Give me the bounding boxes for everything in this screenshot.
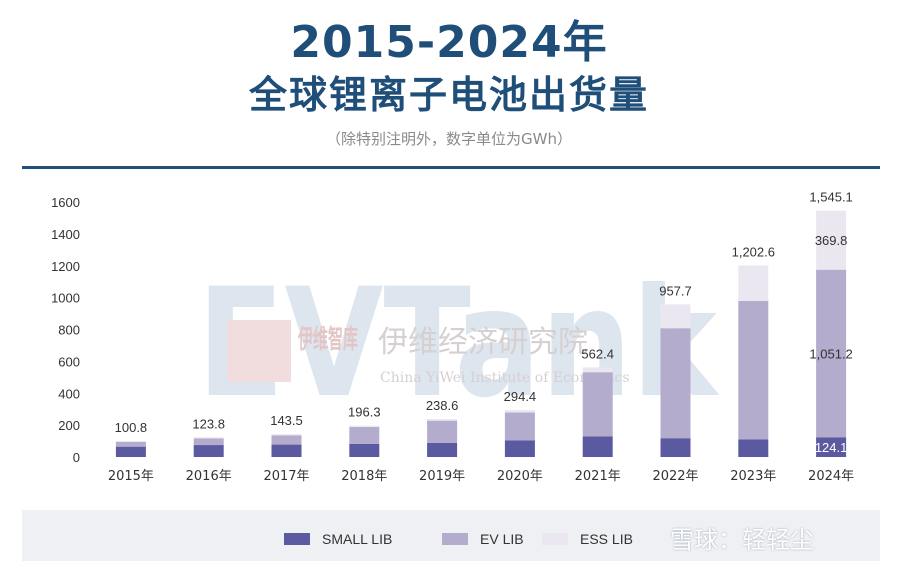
bar-segment-ev-lib xyxy=(193,438,224,446)
x-tick-label: 2015年 xyxy=(108,469,154,484)
legend-swatch-small-lib xyxy=(284,533,310,545)
x-tick-label: 2020年 xyxy=(497,469,543,484)
bars xyxy=(115,210,847,457)
bar-segment-ev-lib xyxy=(738,300,769,440)
bar-segment-small-lib xyxy=(582,436,613,457)
bar-segment-ess-lib xyxy=(660,304,691,329)
bar-segment-ess-lib xyxy=(738,265,769,301)
bar-segment-small-lib xyxy=(349,443,380,457)
bar-segment-ess-lib xyxy=(427,418,458,421)
watermark-institute-cn: 伊维经济研究院 xyxy=(378,325,588,360)
total-label: 1,202.6 xyxy=(732,244,775,259)
y-tick-label: 1400 xyxy=(51,227,80,242)
legend-label-ev-lib: EV LIB xyxy=(480,531,524,547)
total-label: 100.8 xyxy=(115,420,148,435)
bar-segment-ess-lib xyxy=(582,367,613,373)
watermark-logo-box xyxy=(227,320,291,382)
y-tick-label: 400 xyxy=(58,386,80,401)
legend-item-small-lib: SMALL LIB xyxy=(284,531,392,547)
bar-segment-ess-lib xyxy=(504,410,535,413)
bar-segment-small-lib xyxy=(193,445,224,457)
watermark-institute-en: China YiWei Institute of Economics xyxy=(380,370,630,386)
bar-segment-small-lib xyxy=(660,438,691,457)
bar-segment-small-lib xyxy=(816,437,847,457)
x-tick-label: 2017年 xyxy=(263,469,309,484)
total-label: 196.3 xyxy=(348,405,381,420)
legend-label-ess-lib: ESS LIB xyxy=(580,531,633,547)
bar-segment-ev-lib xyxy=(349,427,380,444)
segment-label-2024: 124.1 xyxy=(815,440,848,455)
data-labels: 100.8 123.8 143.5 196.3 238.6 294.4 562.4 957.7… xyxy=(115,190,853,455)
total-label: 123.8 xyxy=(192,416,225,431)
total-label: 562.4 xyxy=(581,346,614,361)
y-tick-label: 600 xyxy=(58,354,80,369)
bar-segment-small-lib xyxy=(427,442,458,457)
stacked-bar-chart: EVTank 伊维智库 伊维经济研究院 China YiWei Institut… xyxy=(51,190,854,484)
total-label: 143.5 xyxy=(270,413,303,428)
chart-subtitle: （除特别注明外，数字单位为GWh） xyxy=(326,130,572,148)
x-tick-label: 2019年 xyxy=(419,469,465,484)
bar-segment-small-lib xyxy=(115,446,146,457)
x-tick-label: 2024年 xyxy=(808,469,854,484)
bar-segment-ess-lib xyxy=(271,434,302,436)
x-tick-label: 2022年 xyxy=(652,469,698,484)
total-label: 1,545.1 xyxy=(809,190,852,205)
x-axis: 2015年 2016年 2017年 2018年 2019年 2020年 2021年 2022年… xyxy=(108,469,854,484)
total-label: 957.7 xyxy=(659,283,692,298)
bar-segment-small-lib xyxy=(271,444,302,457)
bar-segment-ess-lib xyxy=(349,425,380,428)
legend-item-ev-lib: EV LIB xyxy=(442,531,524,547)
y-tick-label: 1000 xyxy=(51,291,80,306)
bar-segment-ess-lib xyxy=(816,210,847,270)
chart-title-line2: 全球锂离子电池出货量 xyxy=(248,73,649,117)
legend: SMALL LIB EV LIB ESS LIB 雪球：轻轻尘 xyxy=(22,510,880,561)
bar-segment-ess-lib xyxy=(115,440,146,442)
y-tick-label: 800 xyxy=(58,323,80,338)
bar-segment-ev-lib xyxy=(115,441,146,447)
legend-label-small-lib: SMALL LIB xyxy=(322,531,393,547)
watermark-brand: EVTank xyxy=(197,257,720,431)
bar-segment-small-lib xyxy=(504,440,535,457)
watermark: EVTank 伊维智库 伊维经济研究院 China YiWei Institut… xyxy=(197,257,720,431)
title-divider xyxy=(22,166,880,169)
y-tick-label: 1200 xyxy=(51,259,80,274)
segment-label-2024: 369.8 xyxy=(815,233,848,248)
y-axis: 0 200 400 600 800 1000 1200 1400 1600 xyxy=(51,195,80,465)
bar-segment-ev-lib xyxy=(816,269,847,438)
bar-segment-small-lib xyxy=(738,439,769,457)
total-label: 294.4 xyxy=(504,389,537,404)
x-tick-label: 2021年 xyxy=(575,469,621,484)
segment-label-2024: 1,051.2 xyxy=(809,346,852,361)
y-tick-label: 1600 xyxy=(51,195,80,210)
chart-title-line1: 2015-2024年 xyxy=(290,17,608,68)
x-tick-label: 2018年 xyxy=(341,469,387,484)
legend-item-ess-lib: ESS LIB xyxy=(542,531,633,547)
bar-segment-ev-lib xyxy=(271,435,302,445)
bar-segment-ev-lib xyxy=(427,420,458,443)
bar-segment-ev-lib xyxy=(582,372,613,437)
x-tick-label: 2016年 xyxy=(186,469,232,484)
y-tick-label: 0 xyxy=(73,450,80,465)
x-tick-label: 2023年 xyxy=(730,469,776,484)
bar-segment-ess-lib xyxy=(193,437,224,439)
legend-swatch-ev-lib xyxy=(442,533,468,545)
total-label: 238.6 xyxy=(426,398,459,413)
legend-swatch-ess-lib xyxy=(542,533,568,545)
bar-segment-ev-lib xyxy=(660,328,691,439)
bar-segment-ev-lib xyxy=(504,412,535,441)
y-tick-label: 200 xyxy=(58,418,80,433)
xueqiu-watermark: 雪球：轻轻尘 xyxy=(670,526,814,554)
watermark-logo-cn: 伊维智库 xyxy=(297,324,358,355)
